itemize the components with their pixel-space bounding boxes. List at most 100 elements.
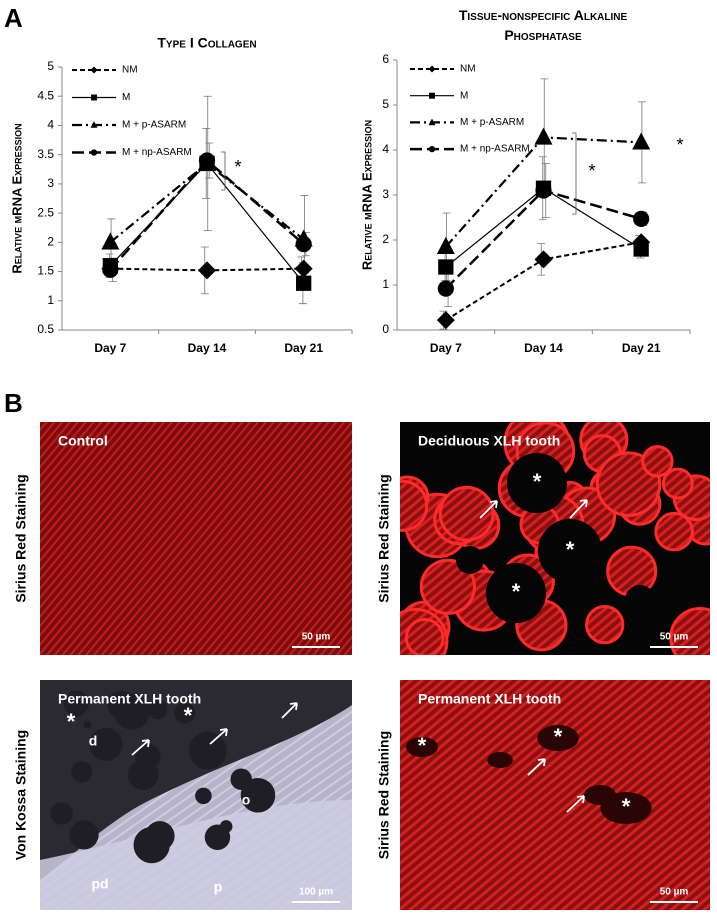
micrograph-title: Permanent XLH tooth	[418, 691, 561, 707]
y-tick-label: 1.5	[37, 264, 54, 278]
calcospherite	[89, 727, 123, 762]
calcospherite	[240, 778, 276, 813]
tissue-blob	[669, 606, 710, 655]
micrograph	[40, 422, 352, 655]
micrograph	[400, 680, 710, 910]
void	[538, 519, 602, 583]
tissue-blob	[400, 479, 429, 532]
annotation: *	[234, 157, 241, 177]
legend-marker	[90, 149, 98, 156]
x-tick-label: Day 7	[94, 341, 126, 355]
micrograph-label: *	[533, 469, 542, 494]
legend-marker	[429, 92, 435, 99]
x-tick-label: Day 14	[524, 341, 563, 355]
legend-label: NM	[460, 64, 476, 75]
marker	[535, 182, 552, 199]
micrograph-label: *	[554, 724, 563, 749]
y-tick-label: 4	[47, 118, 54, 132]
stain-label: Von Kossa Staining	[13, 730, 29, 860]
legend-label: M	[122, 92, 130, 103]
tissue-blob	[419, 558, 476, 615]
micrograph-label: *	[184, 703, 193, 728]
marker	[296, 275, 312, 291]
pulp	[40, 800, 352, 910]
void	[456, 546, 484, 574]
marker	[294, 259, 313, 278]
arrow	[209, 728, 228, 745]
y-tick-label: 5	[382, 97, 389, 111]
micrograph-title: Deciduous XLH tooth	[418, 433, 560, 449]
y-tick-label: 3	[47, 176, 54, 190]
marker	[102, 261, 119, 278]
arrow	[479, 500, 498, 519]
marker	[198, 261, 216, 280]
void	[625, 585, 655, 615]
calcospherite	[83, 720, 92, 729]
marker	[438, 259, 454, 275]
title-line: Phosphatase	[504, 27, 582, 43]
micrograph-bg	[400, 680, 710, 910]
calcospherite	[188, 731, 227, 770]
y-axis-label: Relative mRNA Expression	[9, 123, 24, 273]
micrograph	[400, 422, 710, 655]
scale-label: 50 µm	[660, 887, 689, 898]
legend-marker	[428, 118, 436, 126]
y-tick-label: 3.5	[37, 147, 54, 161]
y-tick-label: 6	[382, 52, 389, 66]
stain-label: Sirius Red Staining	[376, 474, 392, 602]
marker	[101, 232, 120, 250]
y-tick-label: 4	[382, 142, 389, 156]
calcospherite	[195, 787, 212, 805]
legend-label: M + p-ASARM	[122, 120, 186, 131]
micrograph-label: pd	[91, 876, 108, 892]
micrograph-label: *	[67, 709, 76, 734]
legend-marker	[90, 66, 98, 74]
x-tick-label: Day 21	[622, 341, 661, 355]
micrograph-label: d	[89, 733, 98, 749]
arrow	[527, 758, 546, 776]
micrograph-title: Permanent XLH tooth	[58, 691, 201, 707]
void	[487, 752, 513, 768]
y-tick-label: 1	[382, 277, 389, 291]
legend-label: M + p-ASARM	[460, 117, 524, 128]
calcospherite	[127, 759, 159, 790]
y-tick-label: 0.5	[37, 322, 54, 336]
arrow	[566, 795, 585, 813]
chart-title: Tissue-nonspecific Alkaline Phosphatase	[459, 7, 628, 43]
calcospherite	[174, 702, 196, 724]
chart-title: Type I Collagen	[157, 35, 256, 51]
calcospherite	[69, 820, 99, 850]
arrow	[281, 702, 298, 719]
arrow	[569, 499, 588, 519]
scale-label: 50 µm	[660, 632, 689, 643]
y-axis-label: Relative mRNA Expression	[359, 120, 374, 270]
x-tick-label: Day 14	[188, 341, 227, 355]
bracket	[221, 151, 226, 191]
marker	[534, 127, 553, 145]
marker	[436, 236, 455, 254]
void	[507, 453, 567, 513]
marker	[437, 280, 454, 297]
scale-label: 50 µm	[302, 632, 331, 643]
marker	[436, 311, 455, 330]
y-tick-label: 2.5	[37, 205, 54, 219]
void	[584, 785, 616, 805]
marker	[632, 132, 651, 150]
legend-marker	[91, 94, 97, 101]
stain-label: Sirius Red Staining	[376, 731, 392, 859]
legend-marker	[428, 65, 436, 73]
legend-label: M + np-ASARM	[460, 144, 530, 155]
tissue-blob	[661, 467, 694, 500]
calcospherite	[133, 826, 170, 864]
micrograph-bg	[40, 422, 352, 655]
series-line	[444, 189, 642, 290]
panel-label: A	[4, 3, 23, 33]
void	[537, 725, 579, 751]
calcospherite	[69, 703, 84, 718]
scale-label: 100 µm	[299, 887, 333, 898]
marker	[633, 210, 650, 227]
mineral-region	[40, 680, 352, 880]
micrograph-label: *	[566, 537, 575, 562]
calcospherite	[50, 802, 73, 825]
